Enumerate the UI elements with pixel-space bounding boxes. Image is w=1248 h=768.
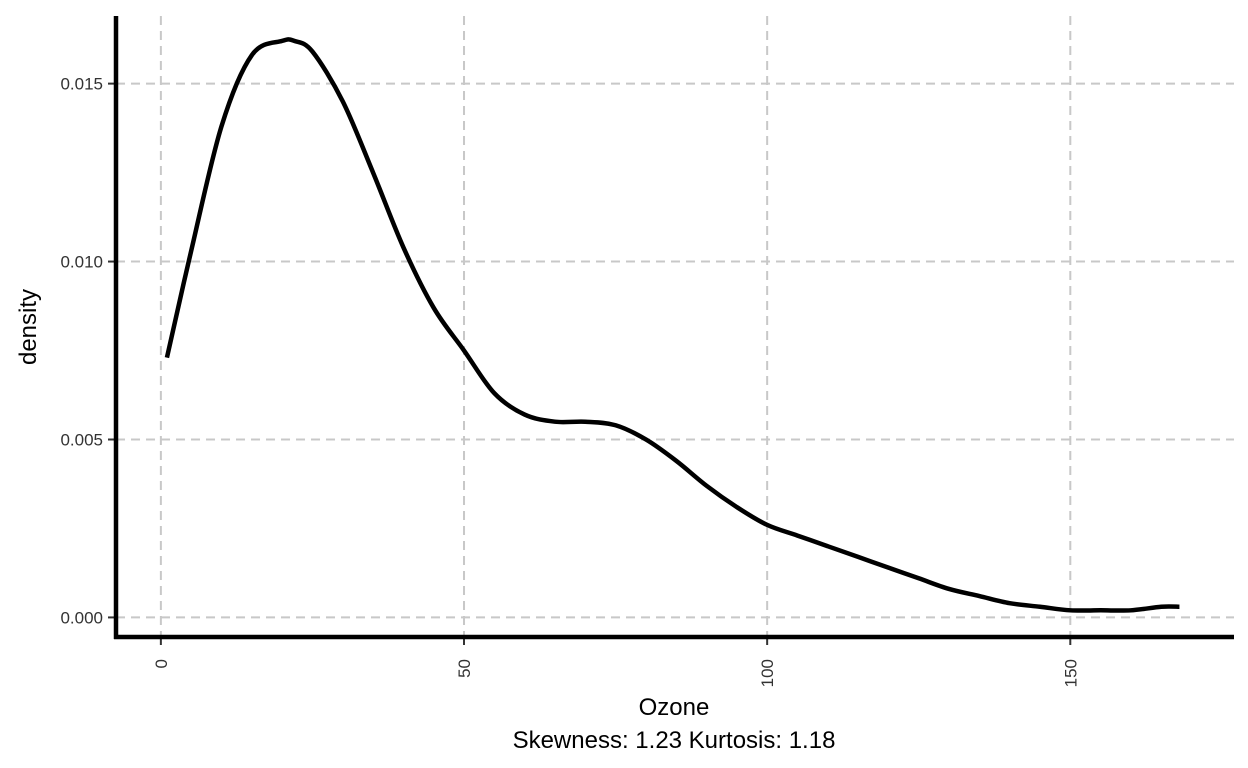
y-tick-label: 0.005: [60, 430, 103, 449]
x-tick-label: 150: [1061, 659, 1080, 687]
grid: [116, 16, 1234, 637]
axes: [108, 16, 1234, 645]
tick-labels: 0 50 100 150 0.000 0.005 0.010 0.015: [60, 75, 1080, 688]
density-series: [164, 37, 1180, 613]
y-tick-label: 0.010: [60, 253, 103, 272]
x-tick-label: 100: [758, 659, 777, 687]
x-tick-label: 50: [455, 659, 474, 678]
y-tick-label: 0.015: [60, 75, 103, 94]
x-tick-label: 0: [152, 659, 171, 668]
y-axis-title: density: [15, 289, 42, 365]
chart-subtitle: Skewness: 1.23 Kurtosis: 1.18: [513, 727, 836, 754]
x-axis-title: Ozone: [639, 694, 710, 721]
y-tick-label: 0.000: [60, 608, 103, 627]
density-line: [164, 37, 1180, 613]
